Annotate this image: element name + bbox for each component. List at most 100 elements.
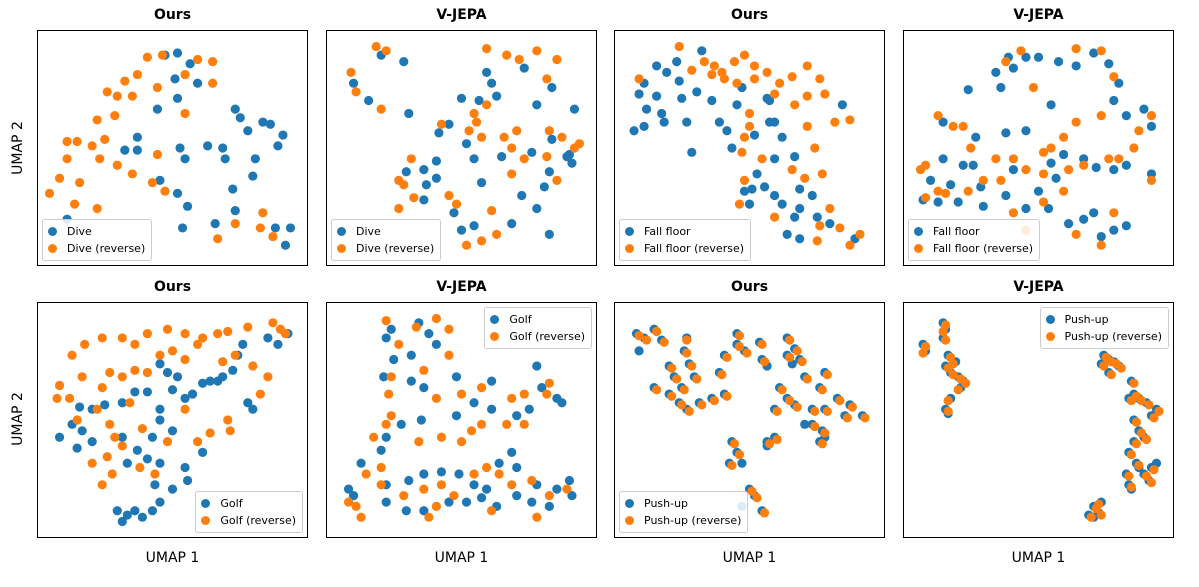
point-reverse	[933, 186, 943, 196]
legend-marker-icon	[490, 332, 500, 341]
legend-marker-icon	[625, 244, 634, 253]
point-reverse	[110, 432, 120, 442]
point-reverse	[107, 469, 117, 479]
point-reverse	[449, 491, 459, 501]
point-reverse	[815, 221, 825, 231]
point-forward	[739, 186, 750, 196]
point-forward	[777, 132, 787, 142]
point-reverse	[507, 393, 517, 403]
point-reverse	[112, 160, 122, 170]
point-forward	[795, 234, 805, 244]
point-reverse	[130, 339, 140, 349]
x-axis-label: UMAP 1	[145, 550, 200, 566]
point-reverse	[692, 374, 702, 384]
legend-label: Fall floor	[933, 225, 980, 238]
point-forward	[790, 152, 800, 162]
point-reverse	[634, 74, 644, 84]
point-forward	[250, 154, 260, 164]
point-forward	[837, 100, 847, 110]
point-forward	[205, 376, 215, 386]
axes-frame	[37, 30, 308, 266]
point-reverse	[225, 426, 235, 436]
point-reverse	[802, 91, 812, 101]
point-forward	[634, 346, 644, 356]
point-reverse	[152, 82, 163, 93]
point-reverse	[464, 126, 474, 136]
point-forward	[672, 57, 682, 67]
point-reverse	[542, 152, 552, 162]
point-forward	[641, 104, 652, 114]
point-reverse	[351, 501, 361, 511]
point-reverse	[817, 169, 827, 179]
point-reverse	[424, 512, 434, 522]
point-forward	[469, 221, 479, 231]
scatter-plot	[903, 30, 1174, 266]
point-forward	[75, 402, 85, 412]
point-forward	[185, 59, 195, 69]
point-reverse	[1109, 72, 1119, 82]
legend-label: Golf (reverse)	[509, 330, 585, 343]
point-reverse	[1096, 46, 1106, 56]
point-reverse	[519, 389, 529, 399]
point-forward	[539, 182, 549, 192]
point-forward	[512, 462, 522, 473]
scatter-plot	[37, 30, 308, 266]
point-reverse	[772, 406, 782, 416]
legend-label: Dive (reverse)	[67, 242, 146, 255]
legend-entry: Golf (reverse)	[490, 328, 585, 345]
point-reverse	[729, 439, 740, 449]
point-reverse	[1104, 154, 1114, 164]
point-reverse	[810, 421, 820, 432]
point-reverse	[152, 149, 163, 160]
point-forward	[512, 411, 522, 421]
point-reverse	[451, 199, 462, 209]
point-reverse	[97, 383, 107, 393]
point-forward	[674, 76, 684, 86]
point-reverse	[943, 395, 953, 406]
point-forward	[946, 180, 956, 190]
point-reverse	[557, 132, 567, 142]
point-forward	[198, 378, 208, 388]
point-reverse	[1126, 449, 1136, 460]
point-forward	[203, 141, 213, 151]
point-reverse	[519, 154, 529, 164]
point-forward	[228, 184, 238, 194]
point-reverse	[117, 441, 127, 451]
point-forward	[476, 493, 487, 503]
scatter-plot	[614, 302, 885, 538]
legend-marker-icon	[914, 244, 923, 253]
point-reverse	[386, 372, 396, 382]
scatter-panel-5: Ours UMAP 1 Golf Golf (reverse)	[37, 279, 308, 566]
point-reverse	[682, 335, 692, 345]
point-reverse	[255, 223, 265, 233]
point-forward	[790, 212, 800, 222]
point-reverse	[92, 115, 102, 125]
legend-label: Golf (reverse)	[220, 514, 296, 527]
panel-title: V-JEPA	[436, 279, 487, 295]
point-reverse	[466, 426, 477, 436]
legend-entry: Golf	[201, 495, 296, 512]
point-reverse	[409, 193, 419, 203]
point-forward	[958, 160, 968, 170]
point-forward	[444, 119, 454, 129]
point-forward	[285, 223, 296, 233]
point-reverse	[1071, 44, 1081, 54]
point-forward	[180, 154, 190, 164]
point-forward	[100, 400, 110, 410]
axes-frame	[903, 30, 1174, 266]
point-reverse	[1046, 143, 1056, 153]
point-forward	[747, 184, 757, 194]
point-forward	[507, 219, 517, 229]
point-reverse	[842, 413, 852, 423]
legend-entry: Push-up	[1045, 311, 1162, 328]
legend-marker-icon	[625, 516, 634, 525]
point-reverse	[52, 393, 62, 403]
scatter-plot	[903, 302, 1174, 538]
point-reverse	[667, 391, 677, 401]
point-forward	[142, 387, 152, 397]
y-axis-label-row-1: UMAP 2	[9, 121, 26, 175]
point-reverse	[762, 67, 772, 77]
point-reverse	[193, 54, 203, 65]
legend-marker-icon	[337, 227, 346, 236]
point-forward	[147, 432, 158, 442]
